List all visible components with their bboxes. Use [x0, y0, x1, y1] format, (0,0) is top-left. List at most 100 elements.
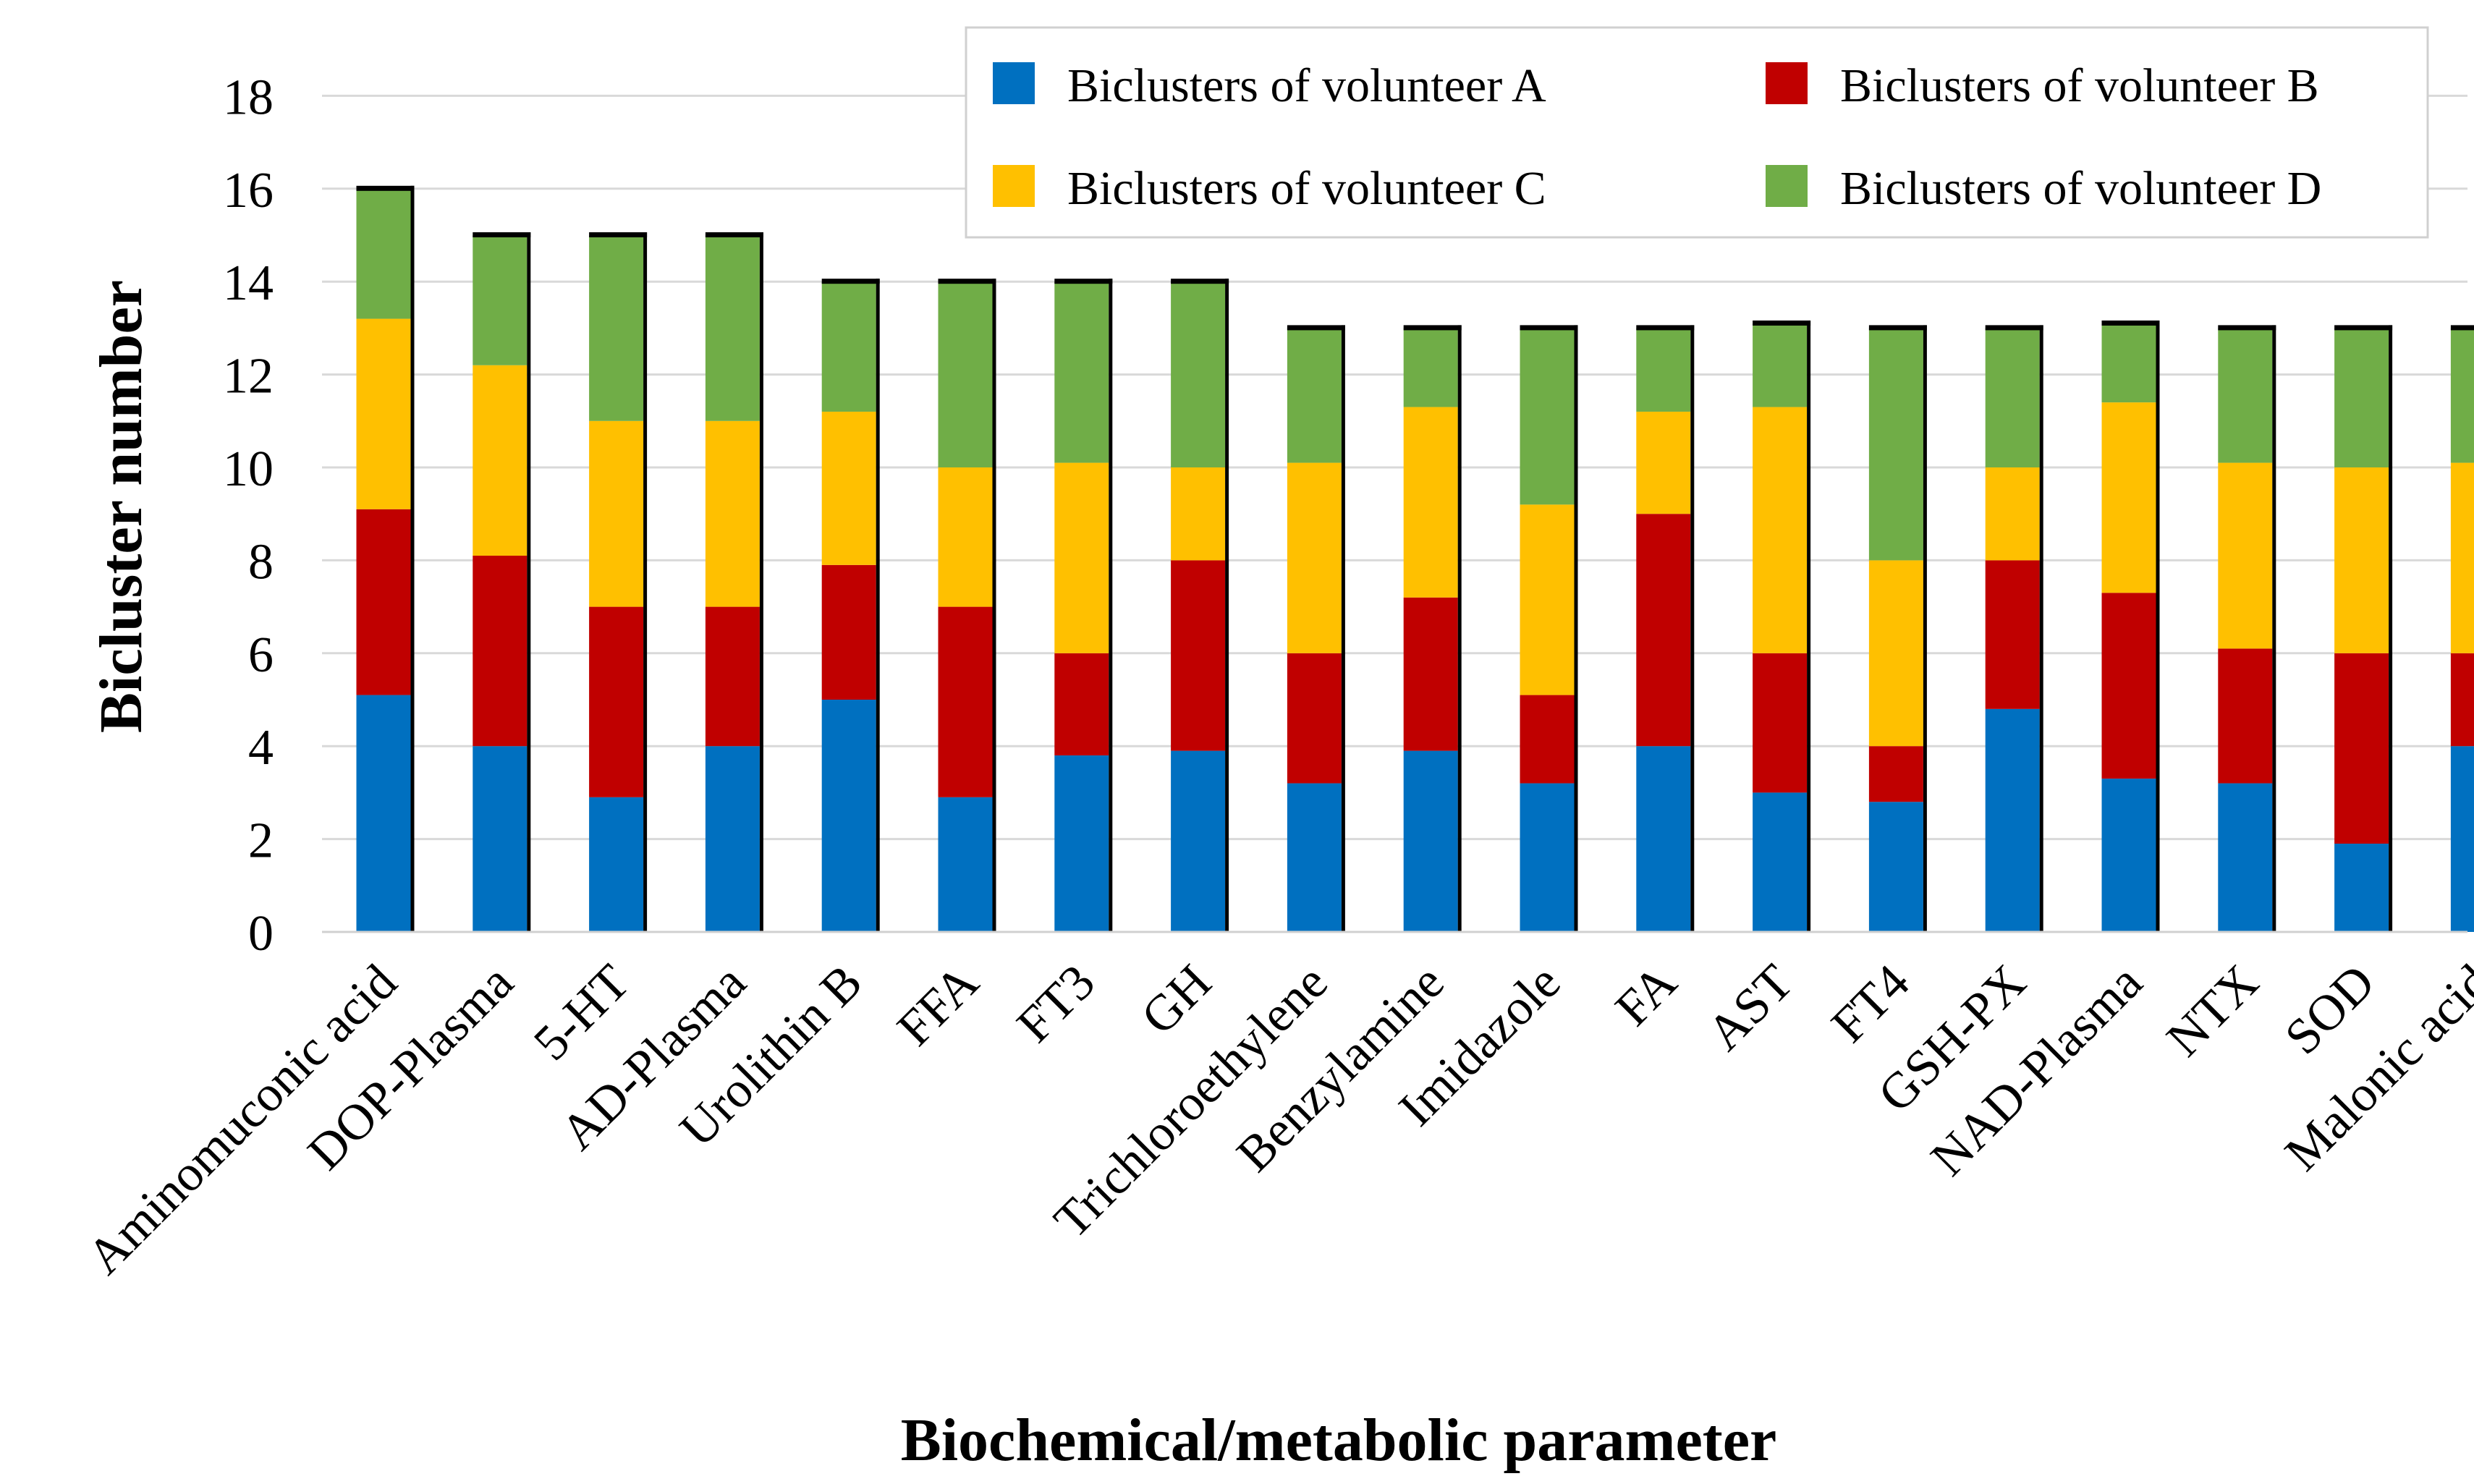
bar-side-edge — [876, 279, 880, 932]
legend: Biclusters of volunteer A Biclusters of … — [965, 26, 2429, 239]
bar-segment — [1520, 328, 1575, 505]
bar-segment — [1753, 653, 1808, 793]
legend-label-d: Biclusters of volunteer D — [1840, 162, 2321, 215]
bar-segment — [356, 318, 411, 509]
bar-segment — [1520, 695, 1575, 784]
bar-segment — [1287, 462, 1342, 653]
bar-segment — [821, 700, 876, 932]
bar-top-edge — [1520, 325, 1578, 331]
legend-swatch-a — [993, 62, 1035, 104]
bar-side-edge — [2156, 320, 2160, 933]
bar-top-edge — [1054, 279, 1113, 284]
bar-segment — [589, 797, 644, 932]
y-tick-label: 12 — [223, 349, 274, 404]
y-tick-label: 8 — [248, 534, 274, 590]
bar-top-edge — [2450, 325, 2474, 331]
bar-segment — [1868, 802, 1923, 932]
bar-segment — [2101, 402, 2156, 593]
bar-segment — [1054, 653, 1109, 756]
y-tick-label: 6 — [248, 627, 274, 683]
bar-side-edge — [2272, 325, 2276, 932]
bar-segment — [2218, 462, 2273, 649]
bar-top-edge — [1753, 320, 1811, 326]
y-tick-label: 10 — [223, 441, 274, 497]
y-tick-label: 0 — [248, 906, 274, 962]
bar-segment — [938, 606, 993, 797]
bar-segment — [1636, 328, 1691, 412]
bar-segment — [1636, 746, 1691, 932]
bar-segment — [1287, 653, 1342, 784]
bar-side-edge — [1690, 325, 1695, 932]
bar-side-edge — [992, 279, 996, 932]
bar-segment — [1868, 328, 1923, 561]
bar-segment — [2450, 653, 2474, 747]
bar-segment — [1171, 281, 1226, 467]
bar-segment — [2334, 653, 2389, 844]
bar-segment — [1171, 467, 1226, 561]
bar-segment — [938, 467, 993, 607]
bar-segment — [1054, 755, 1109, 932]
bar-side-edge — [1341, 325, 1345, 932]
x-axis-label: Biochemical/metabolic parameter — [901, 1407, 1777, 1474]
bar-segment — [2450, 328, 2474, 463]
legend-label-b: Biclusters of volunteer B — [1840, 59, 2319, 112]
bar-side-edge — [2389, 325, 2393, 932]
bar-segment — [938, 281, 993, 467]
bar-segment — [821, 564, 876, 700]
bar-segment — [1636, 514, 1691, 747]
bar-segment — [705, 746, 760, 932]
bar-top-edge — [821, 279, 880, 284]
bar-top-edge — [473, 232, 531, 237]
bar-side-edge — [1109, 279, 1113, 932]
bar-top-edge — [2334, 325, 2393, 331]
bar-segment — [2334, 328, 2389, 467]
bar-top-edge — [1403, 325, 1462, 331]
bar-segment — [1171, 560, 1226, 751]
bar-segment — [589, 606, 644, 797]
legend-swatch-b — [1766, 62, 1808, 104]
bar-side-edge — [643, 232, 648, 932]
bar-segment — [589, 235, 644, 421]
bar-segment — [473, 555, 528, 747]
bar-segment — [356, 695, 411, 932]
bar-segment — [705, 235, 760, 421]
bar-segment — [356, 188, 411, 319]
bar-segment — [821, 411, 876, 565]
bar-side-edge — [1457, 325, 1462, 932]
bar-segment — [1287, 783, 1342, 932]
bar-segment — [1985, 328, 2040, 467]
bar-segment — [356, 509, 411, 695]
bar-top-edge — [2218, 325, 2276, 331]
y-tick-label: 14 — [223, 255, 274, 311]
bar-side-edge — [759, 232, 763, 932]
legend-label-a: Biclusters of volunteer A — [1067, 59, 1546, 112]
bar-top-edge — [356, 185, 415, 191]
bar-segment — [1054, 281, 1109, 463]
bar-segment — [473, 235, 528, 365]
bar-side-edge — [1225, 279, 1229, 932]
bar-segment — [1753, 792, 1808, 932]
bar-segment — [1403, 328, 1458, 407]
bar-segment — [2450, 462, 2474, 653]
bar-side-edge — [2039, 325, 2043, 932]
bar-segment — [589, 420, 644, 607]
bar-segment — [1868, 746, 1923, 802]
bar-side-edge — [1807, 320, 1811, 933]
gridlines — [322, 94, 2467, 841]
bar-segment — [2101, 593, 2156, 779]
bar-top-edge — [705, 232, 763, 237]
bar-segment — [1403, 750, 1458, 932]
bar-segment — [2218, 648, 2273, 784]
y-tick-label: 16 — [223, 163, 274, 219]
bars — [356, 185, 2474, 933]
bar-segment — [1403, 407, 1458, 598]
bar-segment — [1403, 597, 1458, 751]
bar-segment — [1520, 783, 1575, 932]
legend-swatch-d — [1766, 165, 1808, 207]
bar-top-edge — [1636, 325, 1695, 331]
bar-segment — [1753, 323, 1808, 407]
bar-top-edge — [1287, 325, 1345, 331]
bar-side-edge — [1923, 325, 1927, 932]
bar-segment — [1520, 504, 1575, 695]
